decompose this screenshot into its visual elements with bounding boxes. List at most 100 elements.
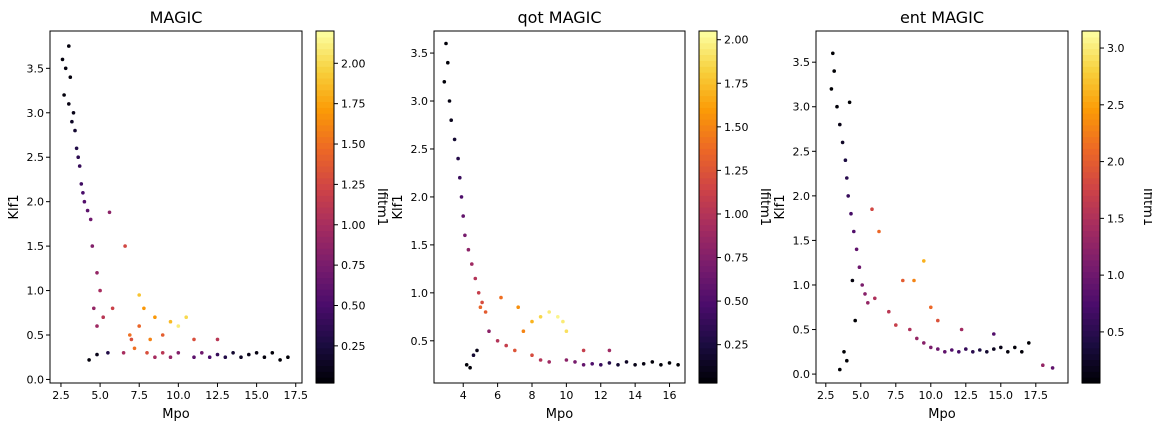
scatter-points xyxy=(829,51,1055,372)
colorbar-segment xyxy=(699,365,717,372)
colorbar-segment xyxy=(1082,271,1100,278)
data-point xyxy=(832,69,836,73)
colorbar-segment xyxy=(316,165,334,173)
data-point xyxy=(101,315,105,320)
data-point xyxy=(499,295,503,300)
data-point xyxy=(475,348,479,353)
data-point xyxy=(142,306,146,311)
colorbar-segment xyxy=(316,154,334,161)
colorbar-segment xyxy=(316,119,334,126)
data-point xyxy=(964,347,968,351)
data-point xyxy=(444,41,448,46)
colorbar-segment xyxy=(1082,113,1100,120)
colorbar-segment xyxy=(699,154,717,161)
colorbar-segment xyxy=(316,218,334,226)
colorbar-segment xyxy=(699,201,717,208)
data-point xyxy=(129,337,134,342)
colorbar-segment xyxy=(316,336,334,343)
data-point xyxy=(128,333,132,337)
data-point xyxy=(461,214,466,218)
colorbar-segment xyxy=(316,77,334,85)
data-point xyxy=(561,319,565,324)
y-tick-label: 0.5 xyxy=(27,329,45,342)
data-point xyxy=(480,300,484,305)
colorbar-segment xyxy=(699,142,717,149)
colorbar-segment xyxy=(1082,347,1100,355)
colorbar-segment xyxy=(1082,218,1100,226)
colorbar-segment xyxy=(1082,318,1100,325)
data-point xyxy=(504,343,509,348)
colorbar-segment xyxy=(699,60,717,67)
colorbar-segment xyxy=(1082,242,1100,249)
data-point xyxy=(200,351,204,355)
colorbar-segment xyxy=(316,83,334,91)
colorbar-segment xyxy=(1082,171,1100,179)
x-tick-label: 7.5 xyxy=(130,389,148,402)
colorbar-segment xyxy=(1082,201,1100,208)
data-point xyxy=(521,329,526,334)
colorbar-segment xyxy=(699,31,717,38)
x-axis-label: Mpo xyxy=(546,407,573,422)
colorbar-segment xyxy=(316,236,334,243)
x-tick-label: 12 xyxy=(594,389,608,402)
colorbar-segment xyxy=(1082,165,1100,173)
y-tick-label: 3.0 xyxy=(27,107,45,120)
colorbar-segment xyxy=(699,224,717,232)
data-point xyxy=(857,265,862,270)
colorbar-segment xyxy=(1082,259,1100,267)
colorbar-segment xyxy=(1082,136,1100,144)
x-tick-label: 10.0 xyxy=(166,389,191,402)
colorbar-tick-label: 1.50 xyxy=(724,121,749,134)
y-tick-label: 3.5 xyxy=(411,47,429,60)
colorbar: 0.5 1.0 1.5 2.0 2.5 3.0 Ifitm1 xyxy=(1081,30,1152,384)
colorbar-segment xyxy=(699,289,717,296)
data-point xyxy=(106,351,110,355)
data-point xyxy=(641,362,646,366)
data-point xyxy=(633,363,637,367)
data-point xyxy=(992,347,996,351)
chart-panel-2: qot MAGIC 4 6 8 10 12 14 16 0.5 1.0 1.5 2.0 2.5 3.0 3.… xyxy=(391,8,772,422)
colorbar-tick-label: 0.5 xyxy=(1107,326,1125,339)
data-point xyxy=(81,191,85,195)
colorbar-segment xyxy=(699,353,717,361)
colorbar-segment xyxy=(1082,336,1100,343)
data-point xyxy=(624,360,629,364)
colorbar-segment xyxy=(699,124,717,132)
data-point xyxy=(68,75,73,79)
colorbar-segment xyxy=(699,107,717,114)
colorbar-segment xyxy=(1082,160,1100,167)
data-point xyxy=(470,262,474,266)
colorbar-segment xyxy=(316,48,334,56)
colorbar-segment xyxy=(316,359,334,366)
data-point xyxy=(866,301,870,305)
colorbar-tick-label: 1.75 xyxy=(724,77,749,90)
data-point xyxy=(442,80,447,84)
data-point xyxy=(192,337,196,342)
colorbar-segment xyxy=(699,189,717,196)
data-point xyxy=(483,310,488,314)
colorbar-tick-label: 2.00 xyxy=(724,34,749,47)
x-tick-label: 4 xyxy=(460,389,467,402)
data-point xyxy=(447,99,452,103)
x-tick-label: 17.5 xyxy=(1024,389,1049,402)
data-point xyxy=(87,358,91,362)
data-point xyxy=(959,327,964,332)
colorbar-segment xyxy=(316,271,334,278)
data-point xyxy=(231,351,235,355)
data-point xyxy=(132,346,137,351)
colorbar-segment xyxy=(316,107,334,114)
data-point xyxy=(239,355,243,360)
colorbar-segment xyxy=(316,212,334,220)
colorbar-segment xyxy=(699,230,717,237)
chart-title: MAGIC xyxy=(150,8,203,27)
colorbar-segment xyxy=(1082,312,1100,320)
data-point xyxy=(957,350,961,354)
x-tick-label: 15.0 xyxy=(244,389,269,402)
colorbar-segment xyxy=(316,289,334,296)
colorbar-segment xyxy=(316,95,334,102)
colorbar-segment xyxy=(316,224,334,232)
x-tick-label: 15.0 xyxy=(989,389,1014,402)
colorbar-segment xyxy=(699,113,717,120)
data-point xyxy=(1006,350,1010,354)
data-point xyxy=(1027,341,1031,345)
